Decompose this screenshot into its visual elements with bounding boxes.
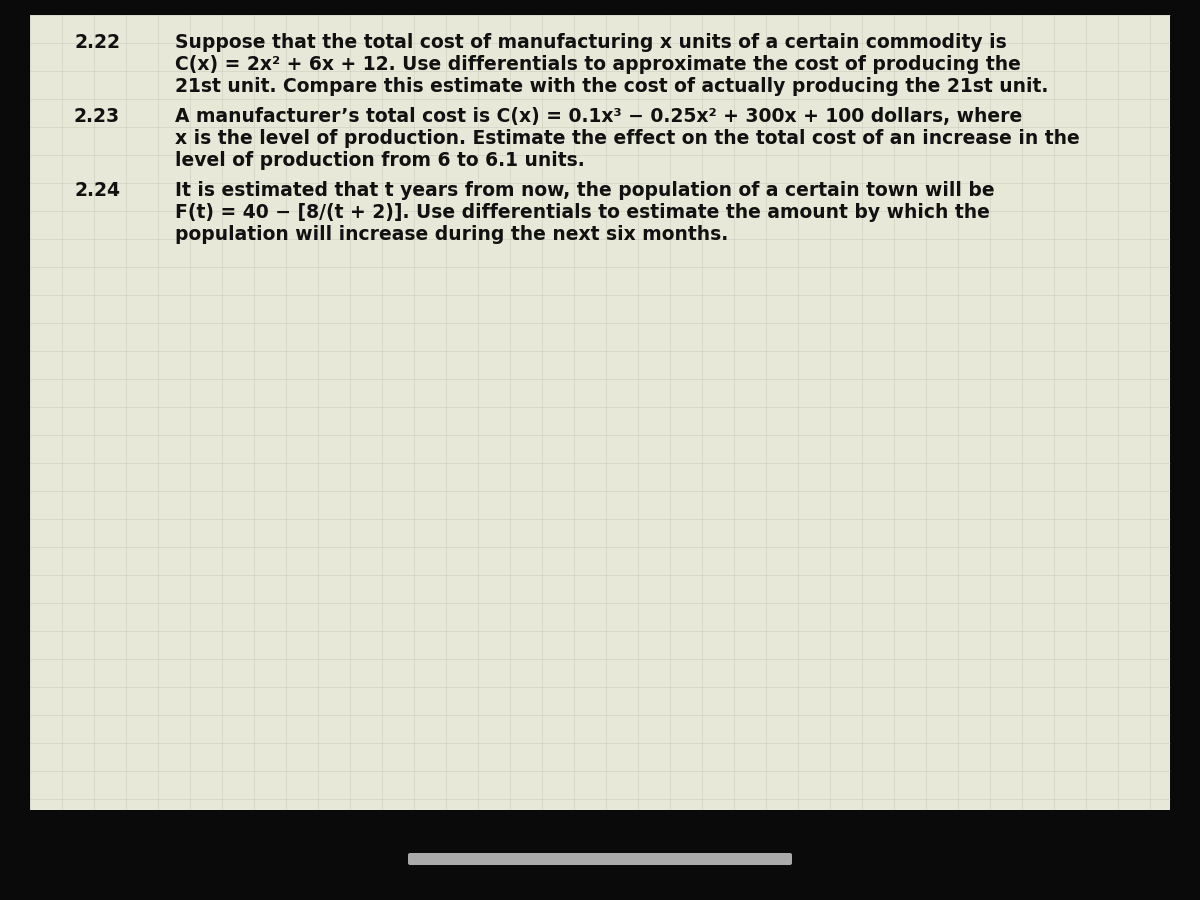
Text: 2.22: 2.22 [74, 33, 120, 52]
FancyBboxPatch shape [408, 853, 792, 865]
Bar [0, 810, 1200, 900]
Text: F(t) = 40 − [8/(t + 2)]. Use differentials to estimate the amount by which the: F(t) = 40 − [8/(t + 2)]. Use differentia… [175, 203, 990, 222]
Text: 2.24: 2.24 [74, 181, 120, 200]
Text: x is the level of production. Estimate the effect on the total cost of an increa: x is the level of production. Estimate t… [175, 129, 1080, 148]
Text: C(x) = 2x² + 6x + 12. Use differentials to approximate the cost of producing the: C(x) = 2x² + 6x + 12. Use differentials … [175, 55, 1021, 74]
Text: A manufacturer’s total cost is C(x) = 0.1x³ − 0.25x² + 300x + 100 dollars, where: A manufacturer’s total cost is C(x) = 0.… [175, 107, 1022, 126]
Text: level of production from 6 to 6.1 units.: level of production from 6 to 6.1 units. [175, 151, 584, 170]
Text: Suppose that the total cost of manufacturing x units of a certain commodity is: Suppose that the total cost of manufactu… [175, 33, 1007, 52]
Bar [30, 15, 1170, 810]
Text: It is estimated that t years from now, the population of a certain town will be: It is estimated that t years from now, t… [175, 181, 995, 200]
Text: population will increase during the next six months.: population will increase during the next… [175, 225, 728, 244]
Text: 21st unit. Compare this estimate with the cost of actually producing the 21st un: 21st unit. Compare this estimate with th… [175, 77, 1049, 96]
Text: 2.23: 2.23 [74, 107, 120, 126]
